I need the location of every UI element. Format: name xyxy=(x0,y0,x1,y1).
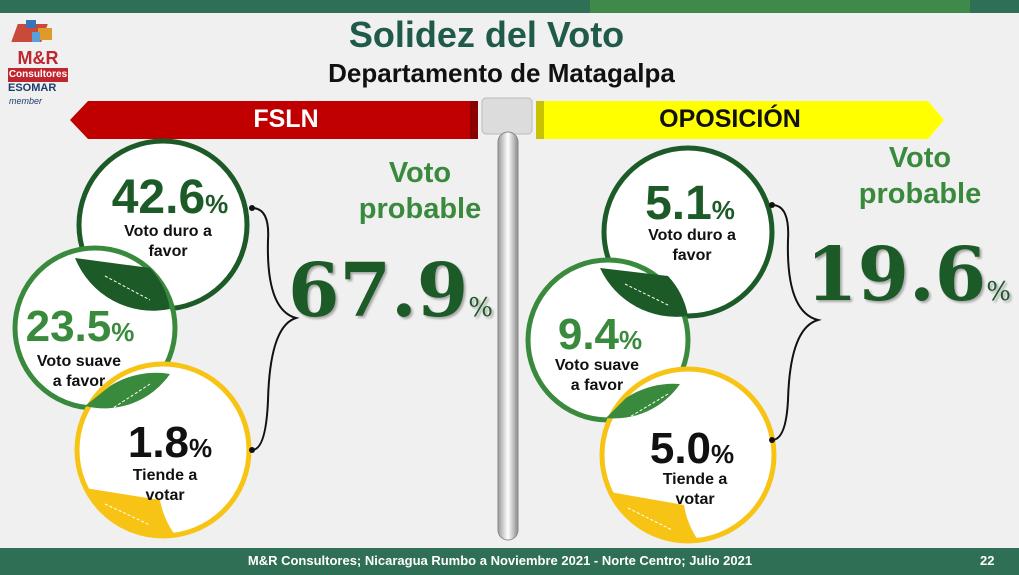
left-soft-vote-pct: % xyxy=(111,317,135,347)
right-soft-vote-number: 9.4 xyxy=(557,310,620,359)
right-soft-vote-label: Voto suave a favor xyxy=(532,356,662,396)
right-hard-vote-pct: % xyxy=(711,195,735,225)
page-number: 22 xyxy=(980,553,995,568)
left-tend-vote-label: Tiende a votar xyxy=(100,466,230,506)
left-hard-vote-pct: % xyxy=(205,189,229,219)
page-subtitle: Departamento de Matagalpa xyxy=(328,58,675,88)
left-hard-vote-label-line2: favor xyxy=(148,243,188,260)
right-tend-vote-value: 5.0% xyxy=(622,424,762,474)
logo-graphic-icon xyxy=(11,20,52,42)
right-vote-label-line2: probable xyxy=(858,178,982,210)
logo-member: member xyxy=(9,96,43,106)
center-pole xyxy=(497,131,519,541)
left-soft-vote-number: 23.5 xyxy=(25,302,112,351)
logo-brand: M&R xyxy=(17,48,59,68)
top-bar-accent xyxy=(590,0,970,13)
right-soft-vote-label-line2: a favor xyxy=(570,377,624,394)
right-soft-vote-label-line1: Voto suave xyxy=(554,357,640,374)
left-soft-vote-label: Voto suave a favor xyxy=(14,352,144,392)
right-total-value: 19.6% xyxy=(806,232,1011,318)
left-vote-label-line2: probable xyxy=(358,193,482,225)
right-vote-label-line1: Voto xyxy=(888,142,952,174)
left-circles xyxy=(12,138,252,539)
footer-bar xyxy=(0,548,1019,575)
left-vote-label: Voto probable xyxy=(330,155,510,227)
company-logo: M&R Consultores ESOMAR member xyxy=(6,18,70,106)
right-tend-vote-label: Tiende a votar xyxy=(630,470,760,510)
left-hard-vote-label-line1: Voto duro a xyxy=(124,223,212,240)
left-tend-vote-number: 1.8 xyxy=(127,418,190,467)
right-bracket xyxy=(771,204,822,441)
banner-center xyxy=(481,97,533,135)
right-tend-vote-pct: % xyxy=(711,439,735,469)
left-tend-vote-label-line2: votar xyxy=(145,487,185,504)
left-soft-vote-label-line2: a favor xyxy=(52,373,106,390)
right-tend-vote-label-line1: Tiende a xyxy=(662,471,728,488)
left-hard-vote-value: 42.6% xyxy=(100,170,240,225)
left-bracket xyxy=(251,207,300,451)
right-tend-vote-number: 5.0 xyxy=(649,424,712,473)
right-total-pct: % xyxy=(986,277,1011,307)
left-hard-vote-label: Voto duro a favor xyxy=(98,222,238,262)
left-vote-label-line1: Voto xyxy=(388,157,452,189)
left-tend-vote-pct: % xyxy=(189,433,213,463)
right-vote-label: Voto probable xyxy=(830,140,1010,212)
right-hard-vote-label-line1: Voto duro a xyxy=(648,227,736,244)
left-total-number: 67.9 xyxy=(288,248,469,334)
right-hard-vote-value: 5.1% xyxy=(620,176,760,231)
logo-esomar: ESOMAR xyxy=(8,82,57,94)
left-soft-vote-value: 23.5% xyxy=(10,302,150,352)
left-tend-vote-label-line1: Tiende a xyxy=(132,467,198,484)
left-soft-vote-label-line1: Voto suave xyxy=(36,353,122,370)
banner-oposicion-label: OPOSICIÓN xyxy=(659,105,801,133)
right-tend-vote-label-line2: votar xyxy=(675,491,715,508)
fsln-banner xyxy=(70,101,478,139)
right-soft-vote-pct: % xyxy=(619,325,643,355)
left-total-value: 67.9% xyxy=(288,248,493,334)
page-title: Solidez del Voto xyxy=(348,14,625,55)
right-soft-vote-value: 9.4% xyxy=(530,310,670,360)
left-tend-vote-value: 1.8% xyxy=(100,418,240,468)
oposicion-banner xyxy=(536,101,944,139)
logo-subtitle: Consultores xyxy=(8,68,68,82)
banner-fsln-label: FSLN xyxy=(253,105,319,133)
right-hard-vote-label-line2: favor xyxy=(672,247,712,264)
footer-source: M&R Consultores; Nicaragua Rumbo a Novie… xyxy=(247,553,753,568)
left-hard-vote-number: 42.6 xyxy=(111,171,206,224)
left-total-pct: % xyxy=(468,293,493,323)
right-hard-vote-label: Voto duro a favor xyxy=(622,226,762,266)
right-hard-vote-number: 5.1 xyxy=(645,177,712,230)
right-circles xyxy=(525,145,777,544)
right-total-number: 19.6 xyxy=(806,232,987,318)
